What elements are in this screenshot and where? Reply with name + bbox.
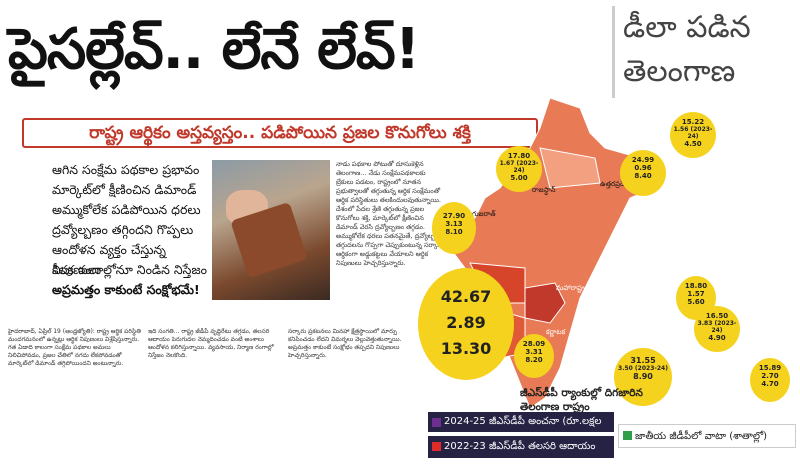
share-value: 13.30 <box>440 339 492 358</box>
gdp-value: 18.80 <box>684 282 708 290</box>
state-label: ఉత్తరప్రదేశ్ <box>600 180 629 188</box>
bubble-gujarat: 27.90 3.13 8.10 <box>432 202 476 254</box>
kicker-line-1: డీలా పడిన <box>623 10 751 45</box>
per-capita-value: 3.13 <box>445 220 463 228</box>
per-capita-value: 2.89 <box>446 313 486 332</box>
per-capita-value: 1.67 (2023-24) <box>499 160 539 174</box>
intro-line: అమ్ముకోలేక పడిపోయిన ధరలు <box>52 202 201 217</box>
gdp-value: 31.55 <box>630 356 656 365</box>
intro-line: ఆందోళన వ్యక్తం చేస్తున్న నిపుణులు <box>52 242 166 277</box>
share-value: 4.90 <box>708 334 726 342</box>
per-capita-value: 2.70 <box>761 372 779 380</box>
intro-bullets: ఆగిన సంక్షేమ పథకాల ప్రభావం మార్కెట్‌లో క… <box>52 160 210 360</box>
per-capita-value: 3.50 (2023-24) <box>618 365 668 372</box>
share-value: 8.20 <box>525 356 543 364</box>
article-column: ఇది సంగతి... రాష్ట్ర జీడీపీ వృద్ధిరేటు త… <box>148 328 274 359</box>
share-value: 8.90 <box>633 372 653 381</box>
bubble-tamilnadu: 15.89 2.70 4.70 <box>750 358 790 402</box>
legend-share-label: జాతీయ జీడీపీలో వాటా (శాతాల్లో) <box>635 431 768 442</box>
bubble-rajasthan: 17.80 1.67 (2023-24) 5.00 <box>496 146 542 192</box>
bubble-telangana: 28.09 3.31 8.20 <box>514 334 554 378</box>
intro-line: మార్కెట్‌లో క్షీణించిన డిమాండ్ <box>52 182 197 197</box>
gdp-value: 16.50 <box>705 312 729 320</box>
intro-line: అప్రమత్తం కాకుంటే సంక్షోభమే! <box>52 282 200 297</box>
kicker: డీలా పడిన తెలంగాణ <box>612 6 792 98</box>
intro-line: ద్రవ్యోల్బణం తగ్గిందని గొప్పలు <box>52 222 194 237</box>
bubble-andhra: 16.50 3.83 (2023-24) 4.90 <box>694 306 740 352</box>
intro-bullets-wide: కీలక రంగాల్లోనూ నిండిన నిస్తేజం అప్రమత్త… <box>52 260 328 300</box>
gdp-value: 42.67 <box>440 287 492 306</box>
per-capita-value: 1.56 (2023-24) <box>673 126 713 140</box>
bubble-maharashtra: 42.67 2.89 13.30 <box>418 268 514 380</box>
share-value: 8.10 <box>445 228 463 236</box>
state-label: తెలంగాణ <box>592 296 619 304</box>
gdp-value: 24.99 <box>631 156 655 164</box>
article-column: సర్కారు ప్రకటనలు మినహా క్షేత్రస్థాయిలో మ… <box>288 328 402 359</box>
subheading: రాష్ట్ర ఆర్థికం అస్తవ్యస్తం.. పడిపోయిన ప… <box>22 118 538 148</box>
legend-share: జాతీయ జీడీపీలో వాటా (శాతాల్లో) <box>618 424 796 448</box>
intro-line: కీలక రంగాల్లోనూ నిండిన నిస్తేజం <box>52 262 207 277</box>
share-value: 5.00 <box>510 174 528 182</box>
state-label: కర్ణాటక <box>546 328 566 336</box>
gdp-value: 27.90 <box>442 212 466 220</box>
state-telangana <box>524 282 566 324</box>
state-label: మహారాష్ట్ర <box>556 284 585 292</box>
gdp-value: 15.89 <box>758 364 782 372</box>
share-value: 8.40 <box>634 172 652 180</box>
bubble-karnataka: 31.55 3.50 (2023-24) 8.90 <box>614 348 672 406</box>
legend-gdp-swatch <box>432 418 441 427</box>
article-column: హైదరాబాద్, ఏప్రిల్ 19 (ఆంధ్రజ్యోతి): రాష… <box>8 328 141 367</box>
share-value: 5.60 <box>687 298 705 306</box>
legend-share-swatch <box>623 431 632 440</box>
bubble-bihar: 15.22 1.56 (2023-24) 4.50 <box>670 112 716 158</box>
legend-per-capita: 2022-23 జీఎస్‌డీపీ తలసరి ఆదాయం (రూ.లక్షల… <box>428 436 614 466</box>
gdp-value: 17.80 <box>507 152 531 160</box>
per-capita-value: 1.57 <box>687 290 705 298</box>
kicker-line-2: తెలంగాణ <box>623 54 736 89</box>
per-capita-value: 3.31 <box>525 348 543 356</box>
map-caption: జీఎస్‌డీపీ ర్యాంకుల్లో దిగజారిన తెలంగాణ … <box>520 387 643 413</box>
wallet-photo <box>212 160 330 300</box>
per-capita-value: 3.83 (2023-24) <box>697 320 737 334</box>
mid-column-text: నాడు పథకాల పోటుతో దూసుకెళ్లిన తెలంగాణ...… <box>336 160 444 267</box>
state-label: గుజరాత్ <box>472 210 496 218</box>
per-capita-value: 0.96 <box>634 164 652 172</box>
article-body: హైదరాబాద్, ఏప్రిల్ 19 (ఆంధ్రజ్యోతి): రాష… <box>8 328 422 454</box>
state-label: రాజస్థాన్ <box>532 186 556 194</box>
legend-gdp: 2024-25 జీఎస్‌డీపీ అంచనా (రూ.లక్షల కోట్ల… <box>428 412 614 447</box>
bubble-up: 24.99 0.96 8.40 <box>620 150 666 196</box>
share-value: 4.50 <box>684 140 702 148</box>
headline: పైసల్లేవ్.. లేనే లేవ్! <box>8 17 420 82</box>
state-up <box>539 147 601 189</box>
legend-per-capita-label: 2022-23 జీఎస్‌డీపీ తలసరి ఆదాయం (రూ.లక్షల… <box>444 441 596 466</box>
intro-line: ఆగిన సంక్షేమ పథకాల ప్రభావం <box>52 162 200 177</box>
share-value: 4.70 <box>761 380 779 388</box>
legend-per-capita-swatch <box>432 442 441 451</box>
gdp-value: 28.09 <box>522 340 546 348</box>
gdp-value: 15.22 <box>681 118 705 126</box>
